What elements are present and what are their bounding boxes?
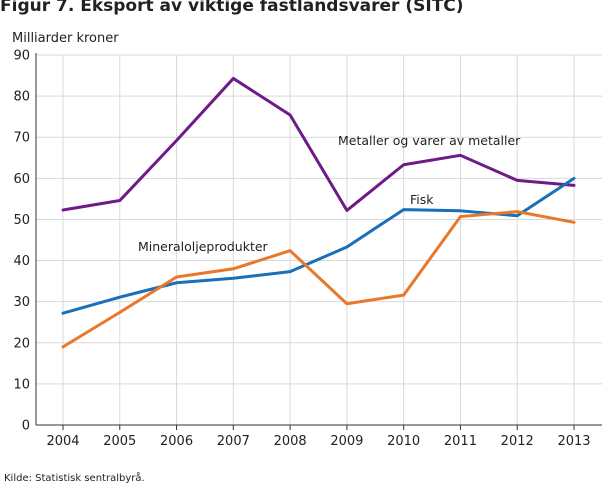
series-label: Fisk <box>410 192 434 207</box>
x-tick-label: 2005 <box>103 434 136 449</box>
source-note: Kilde: Statistisk sentralbyrå. <box>4 473 145 484</box>
x-tick-label: 2013 <box>557 434 590 449</box>
y-tick-label: 80 <box>13 90 30 105</box>
y-tick-label: 60 <box>13 172 30 187</box>
x-tick-label: 2012 <box>501 434 534 449</box>
x-tick-label: 2007 <box>217 434 250 449</box>
chart-title: Figur 7. Eksport av viktige fastlandsvar… <box>0 0 464 16</box>
y-tick-label: 0 <box>22 419 30 434</box>
y-tick-label: 90 <box>13 49 30 64</box>
x-tick-label: 2010 <box>387 434 420 449</box>
y-tick-label: 50 <box>13 213 30 228</box>
x-tick-label: 2006 <box>160 434 193 449</box>
series-label: Metaller og varer av metaller <box>338 133 521 148</box>
y-axis-label: Milliarder kroner <box>12 31 119 46</box>
y-tick-label: 70 <box>13 131 30 146</box>
y-tick-label: 40 <box>13 254 30 269</box>
x-tick-label: 2011 <box>444 434 477 449</box>
y-tick-label: 30 <box>13 295 30 310</box>
x-tick-label: 2004 <box>46 434 79 449</box>
y-tick-label: 10 <box>13 377 30 392</box>
y-tick-label: 20 <box>13 336 30 351</box>
series-label: Mineraloljeprodukter <box>138 239 269 254</box>
x-tick-label: 2008 <box>274 434 307 449</box>
series-line-mineraloljeprodukter <box>61 210 576 349</box>
x-tick-label: 2009 <box>330 434 363 449</box>
series-line-metaller-og-varer-av-metaller <box>61 76 576 212</box>
